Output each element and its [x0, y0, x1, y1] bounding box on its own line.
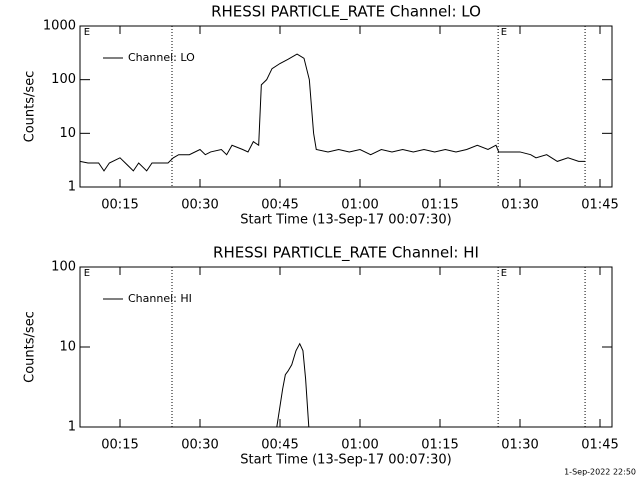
y-tick-label: 100	[51, 260, 76, 275]
x-tick-label: 01:45	[581, 198, 618, 213]
plot-frame	[79, 25, 613, 188]
x-tick-label: 01:45	[581, 438, 618, 453]
x-tick-label: 01:00	[341, 198, 378, 213]
data-line	[79, 53, 586, 172]
y-tick-label: 100	[51, 72, 76, 87]
x-tick-label: 00:45	[261, 198, 298, 213]
y-axis-label: Counts/sec	[23, 311, 38, 383]
x-tick-label: 01:15	[421, 438, 458, 453]
x-tick-label: 00:30	[181, 438, 218, 453]
x-tick-label: 00:45	[261, 438, 298, 453]
y-tick-label: 10	[59, 340, 76, 355]
x-tick-label: 01:30	[501, 198, 538, 213]
legend-label: Channel: LO	[128, 51, 195, 64]
y-tick-label: 1	[68, 180, 76, 195]
chart-title: RHESSI PARTICLE_RATE Channel: HI	[213, 244, 479, 263]
y-tick-label: 1	[68, 420, 76, 435]
data-line	[276, 342, 310, 428]
x-tick-label: 01:30	[501, 438, 538, 453]
x-axis-label: Start Time (13-Sep-17 00:07:30)	[240, 453, 451, 468]
x-tick-label: 01:00	[341, 438, 378, 453]
plot-frame	[79, 266, 613, 428]
annotation: E	[501, 268, 507, 279]
annotation: E	[84, 27, 90, 38]
legend-label: Channel: HI	[128, 292, 192, 305]
chart-title: RHESSI PARTICLE_RATE Channel: LO	[211, 3, 481, 22]
footer: 1-Sep-2022 22:50	[564, 468, 636, 477]
annotation: E	[84, 268, 90, 279]
annotation: E	[501, 27, 507, 38]
x-tick-label: 00:15	[101, 438, 138, 453]
y-axis-label: Counts/sec	[23, 71, 38, 143]
x-tick-label: 00:15	[101, 198, 138, 213]
y-tick-label: 10	[59, 126, 76, 141]
x-axis-label: Start Time (13-Sep-17 00:07:30)	[240, 213, 451, 228]
x-tick-label: 00:30	[181, 198, 218, 213]
x-tick-label: 01:15	[421, 198, 458, 213]
y-tick-label: 1000	[43, 19, 76, 34]
